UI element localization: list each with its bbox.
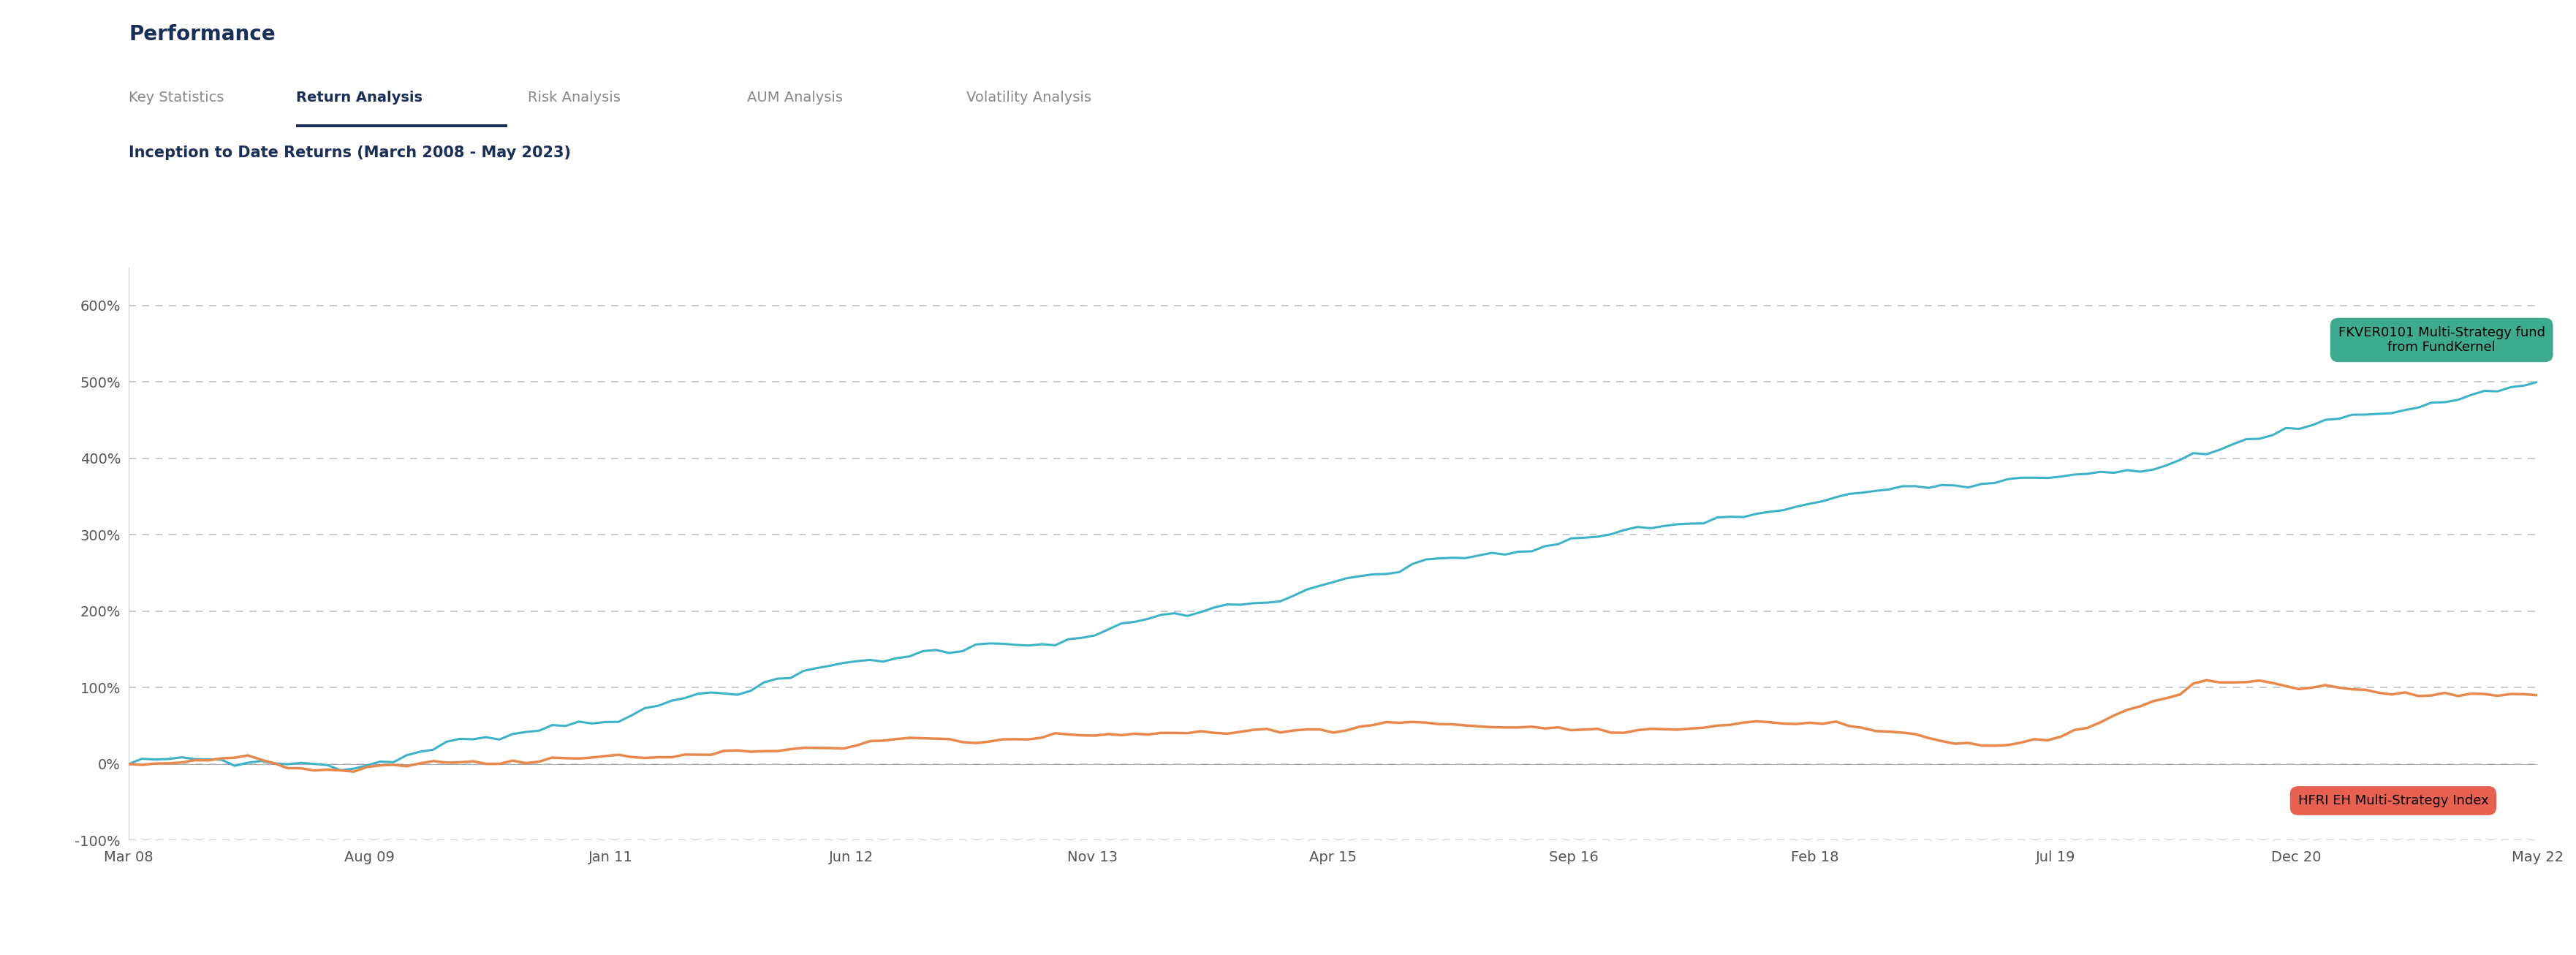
- Text: FKVER0101 Multi-Strategy fund
from FundKernel: FKVER0101 Multi-Strategy fund from FundK…: [2339, 326, 2545, 354]
- Text: Volatility Analysis: Volatility Analysis: [966, 91, 1092, 105]
- Text: Return Analysis: Return Analysis: [296, 91, 422, 105]
- Text: AUM Analysis: AUM Analysis: [747, 91, 842, 105]
- Text: Key Statistics: Key Statistics: [129, 91, 224, 105]
- Text: HFRI EH Multi-Strategy Index: HFRI EH Multi-Strategy Index: [2298, 795, 2488, 807]
- Text: Risk Analysis: Risk Analysis: [528, 91, 621, 105]
- Text: Performance: Performance: [129, 24, 276, 44]
- Text: Inception to Date Returns (March 2008 - May 2023): Inception to Date Returns (March 2008 - …: [129, 145, 572, 159]
